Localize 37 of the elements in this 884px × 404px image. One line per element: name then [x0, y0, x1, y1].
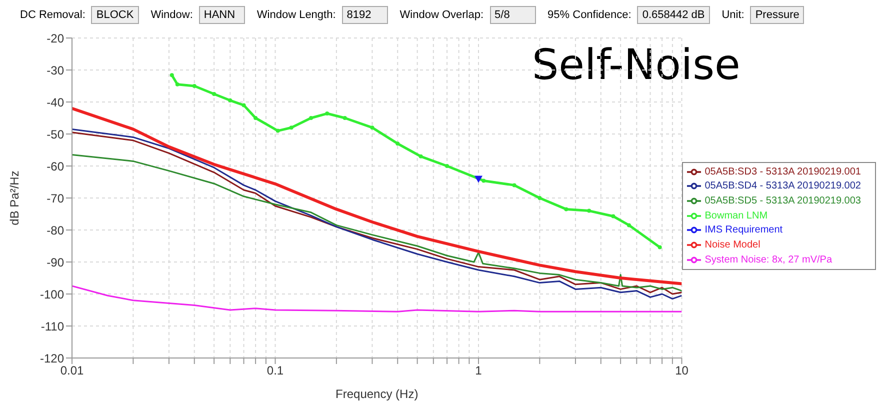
dropdown-field: 5/8 — [490, 6, 536, 24]
y-tick-label: -120 — [40, 351, 64, 366]
dropdown-field: 0.658442 dB — [637, 6, 710, 24]
legend-label: Bowman LNM — [704, 210, 768, 222]
dropdown-field: HANN — [198, 6, 245, 24]
x-tick-label: 10 — [675, 364, 689, 378]
text: Window Length: — [256, 9, 336, 21]
y-tick-label: -50 — [46, 127, 64, 142]
x-tick-label: 1 — [475, 364, 482, 378]
text: Window: — [150, 9, 193, 21]
dropdown-field: BLOCK — [91, 6, 139, 24]
text: Unit: — [722, 9, 744, 21]
dropdown-field: Pressure — [750, 6, 804, 24]
legend-label: 05A5B:SD3 - 5313A 20190219.001 — [704, 166, 861, 178]
x-tick-label: 0.1 — [266, 364, 284, 378]
text: Window Overlap: — [400, 9, 484, 21]
y-tick-label: -90 — [46, 255, 64, 270]
chart-title: Self-Noise — [532, 40, 740, 89]
text: 95% Confidence: — [548, 9, 632, 21]
y-tick-label: -40 — [46, 95, 64, 110]
legend-label: Noise Model — [704, 240, 760, 251]
y-tick-label: -70 — [46, 191, 64, 206]
y-axis-title: dB Pa²/Hz — [7, 170, 22, 226]
y-tick-label: -60 — [46, 159, 64, 174]
legend-label: System Noise: 8x, 27 mV/Pa — [704, 254, 832, 266]
legend-label: 05A5B:SD5 - 5313A 20190219.003 — [704, 196, 861, 207]
x-tick-label: 0.01 — [60, 364, 84, 378]
y-tick-label: -110 — [40, 319, 64, 334]
x-axis-title: Frequency (Hz) — [336, 387, 418, 401]
y-tick-label: -30 — [46, 63, 64, 78]
y-tick-label: -80 — [46, 223, 64, 238]
text: DC Removal: — [20, 9, 86, 21]
y-tick-label: -100 — [40, 287, 64, 302]
legend-label: 05A5B:SD4 - 5313A 20190219.002 — [704, 181, 861, 192]
legend-label: IMS Requirement — [704, 224, 783, 236]
dropdown-field: 8192 — [342, 6, 388, 24]
y-tick-label: -20 — [46, 31, 64, 46]
